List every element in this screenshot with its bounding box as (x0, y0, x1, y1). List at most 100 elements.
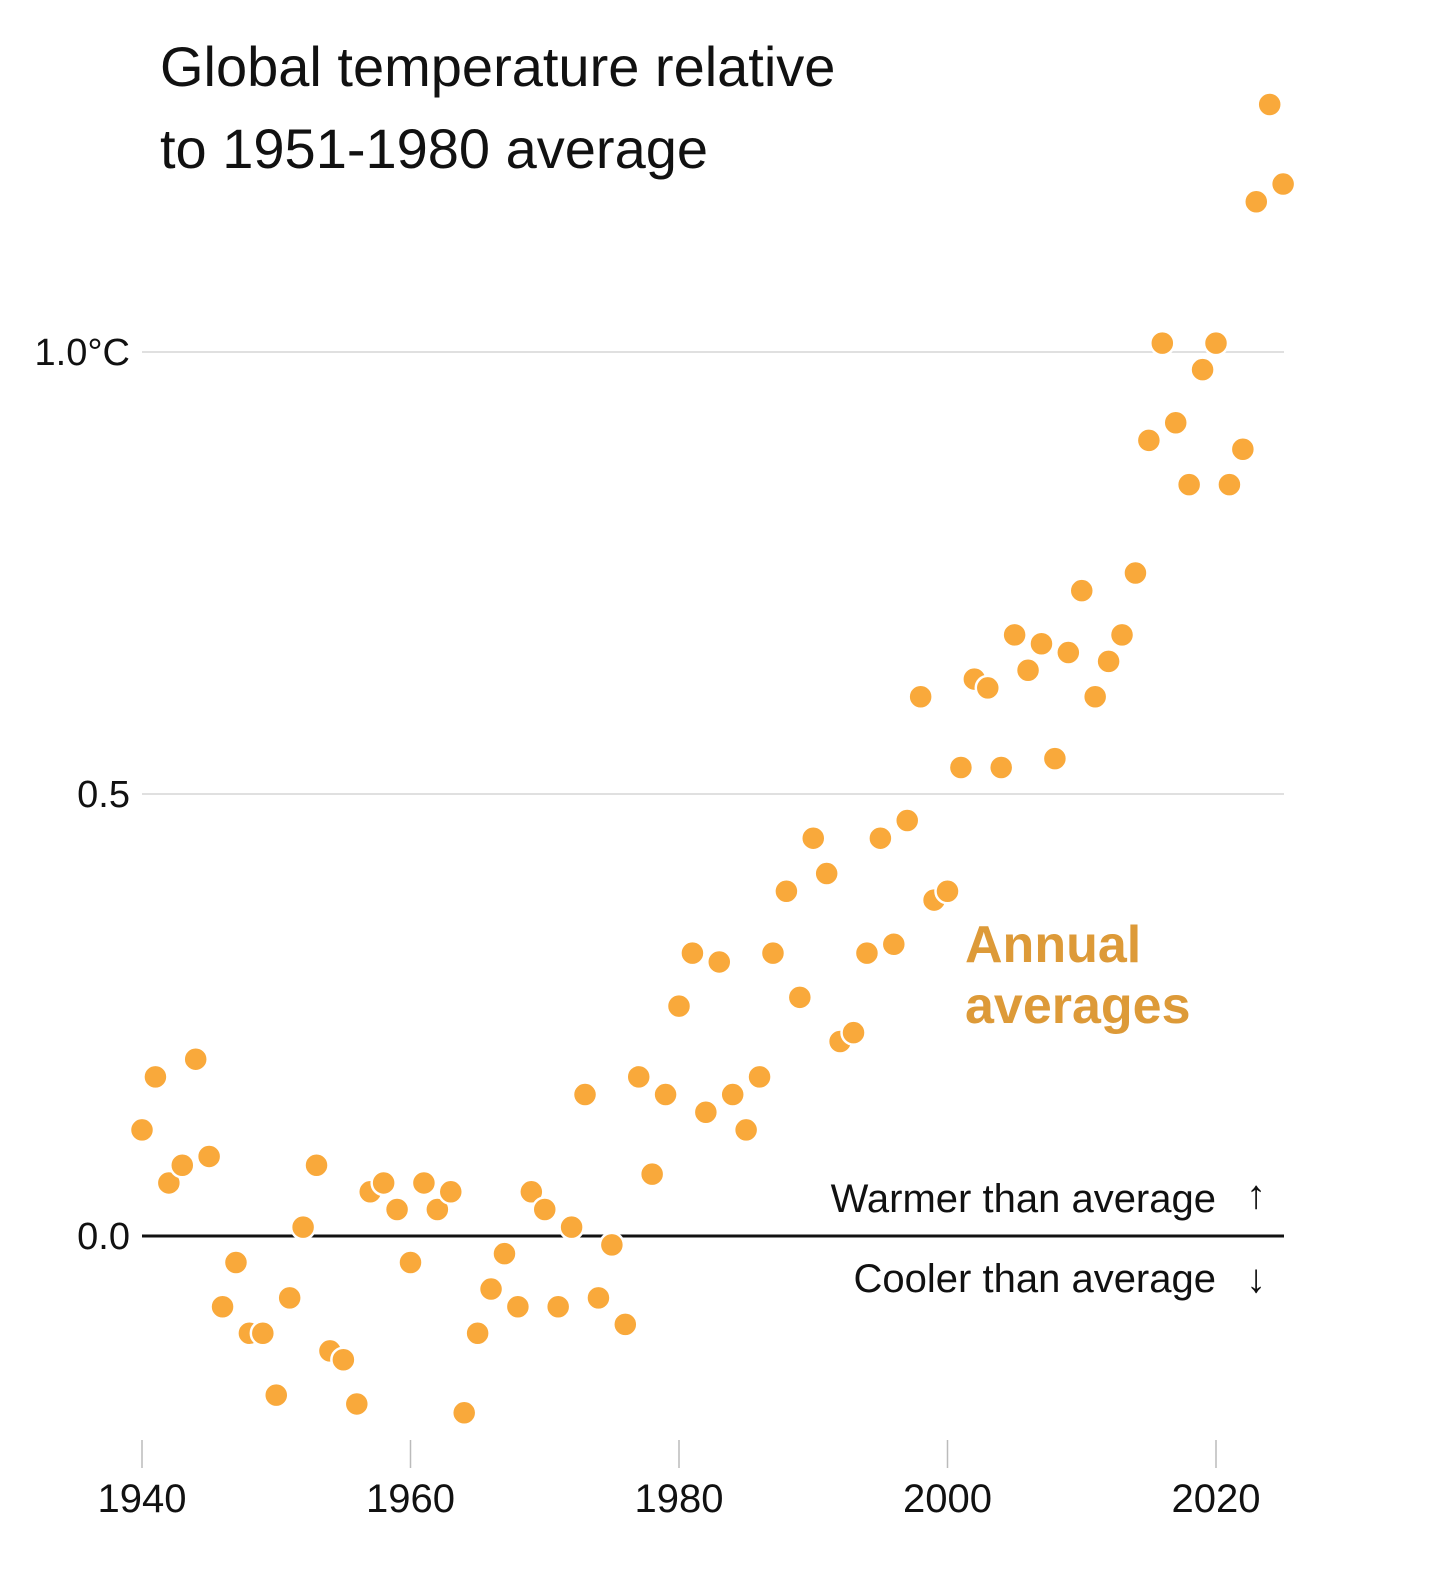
y-tick-labels: 0.0 0.5 1.0°C (35, 332, 130, 1258)
y-tick-label: 1.0°C (35, 332, 130, 374)
data-point (249, 1319, 277, 1347)
data-point (504, 1293, 532, 1320)
data-point (813, 860, 840, 887)
data-point (263, 1381, 290, 1409)
data-point (544, 1293, 572, 1320)
cooler-annotation: Cooler than average (854, 1257, 1216, 1301)
data-point (424, 1196, 451, 1223)
data-point (880, 931, 908, 958)
chart-title-line-2: to 1951-1980 average (160, 117, 708, 180)
warmer-annotation: Warmer than average (831, 1177, 1216, 1221)
data-point (558, 1213, 585, 1241)
x-tick-label: 1980 (635, 1477, 724, 1521)
data-point (947, 754, 975, 781)
data-point (531, 1196, 558, 1223)
data-point (1202, 329, 1230, 357)
data-point (571, 1081, 599, 1108)
data-point (1149, 329, 1176, 357)
data-point (1122, 559, 1149, 587)
data-point (987, 754, 1015, 781)
chart-title-line-1: Global temperature relative (160, 35, 835, 98)
data-point (450, 1399, 478, 1427)
x-tick-label: 1940 (98, 1477, 187, 1521)
data-point (289, 1213, 317, 1241)
data-point (679, 939, 706, 967)
data-point (1095, 648, 1122, 675)
data-point (330, 1346, 357, 1374)
data-point (410, 1169, 438, 1197)
data-point (1243, 188, 1270, 215)
data-point (1055, 639, 1082, 666)
data-point (598, 1231, 626, 1259)
data-point (1028, 630, 1055, 657)
x-tick-label: 1960 (366, 1477, 455, 1521)
data-point (276, 1284, 303, 1312)
data-point (1175, 471, 1203, 498)
data-point (128, 1116, 156, 1144)
data-points (128, 91, 1297, 1427)
data-point (491, 1240, 518, 1267)
data-point (1216, 471, 1243, 498)
y-tick-label: 0.0 (77, 1216, 130, 1258)
data-point (370, 1169, 397, 1197)
data-point (786, 984, 814, 1011)
up-arrow-icon: ↑ (1246, 1173, 1266, 1217)
series-label-annual: Annual (965, 916, 1141, 974)
x-tick-label: 2000 (903, 1477, 992, 1521)
data-point (303, 1152, 330, 1179)
data-point (800, 824, 827, 852)
data-point (1269, 170, 1297, 198)
data-point (853, 939, 881, 967)
data-point (706, 948, 733, 976)
data-point (692, 1098, 720, 1126)
data-point (222, 1249, 250, 1276)
data-point (182, 1045, 209, 1073)
data-point (638, 1160, 666, 1188)
data-point (625, 1063, 652, 1091)
data-point (1001, 621, 1028, 649)
x-tick-label: 2020 (1172, 1477, 1261, 1521)
data-point (1229, 435, 1257, 463)
data-point (934, 877, 961, 905)
data-point (907, 683, 934, 711)
series-label-averages: averages (965, 977, 1191, 1035)
data-point (867, 824, 894, 852)
data-point (1081, 683, 1109, 711)
data-point (1189, 356, 1216, 383)
data-point (437, 1178, 465, 1206)
y-tick-label: 0.5 (77, 774, 130, 816)
down-arrow-icon: ↓ (1246, 1257, 1266, 1301)
data-point (169, 1152, 196, 1179)
data-point (773, 877, 800, 905)
data-point (759, 939, 787, 967)
data-point (732, 1116, 760, 1144)
data-point (1256, 91, 1283, 118)
data-point (518, 1178, 545, 1206)
x-tick-labels: 1940 1960 1980 2000 2020 (98, 1477, 1261, 1521)
data-point (464, 1319, 491, 1347)
data-point (1135, 427, 1163, 454)
data-point (746, 1063, 773, 1091)
data-point (195, 1143, 223, 1170)
y-gridlines (142, 351, 1284, 1238)
data-point (893, 807, 921, 834)
data-point (1108, 621, 1136, 649)
data-point (652, 1081, 679, 1108)
data-point (974, 674, 1002, 702)
data-point (397, 1249, 424, 1276)
data-point (612, 1311, 639, 1338)
data-point (1162, 409, 1189, 436)
data-point (209, 1293, 236, 1320)
data-point (343, 1390, 371, 1418)
data-point (1041, 745, 1069, 772)
data-point (585, 1284, 612, 1312)
data-point (477, 1275, 505, 1303)
data-point (1014, 656, 1042, 684)
data-point (665, 992, 693, 1020)
data-point (142, 1063, 169, 1091)
data-point (1068, 577, 1095, 604)
data-point (840, 1019, 867, 1046)
data-point (155, 1169, 183, 1197)
data-point (383, 1196, 411, 1223)
